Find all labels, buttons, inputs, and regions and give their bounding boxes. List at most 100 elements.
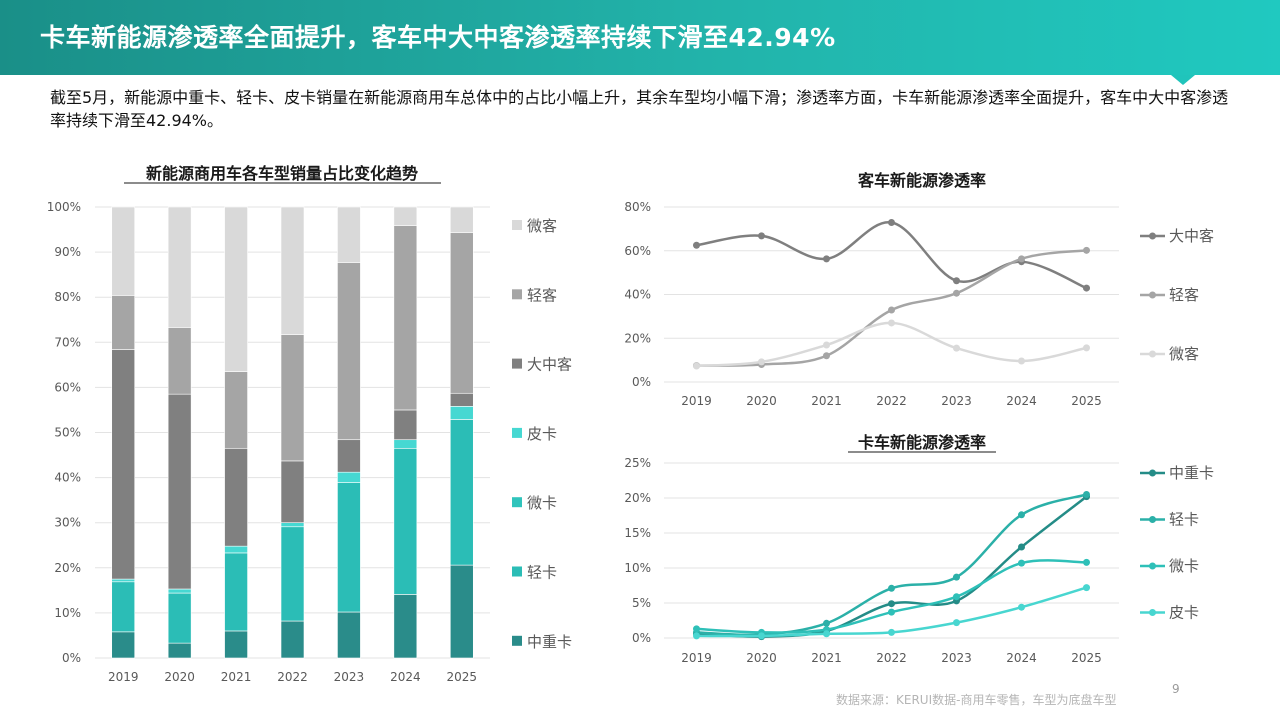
bar-segment [337,471,361,483]
bar-y-tick-label: 100% [47,200,81,214]
data-point [1083,284,1090,292]
stacked-bar-chart: 新能源商用车各车型销量占比变化趋势 0% 10% 20% 30% 40% 50% 60% 70%… [47,164,572,684]
bar-segment [449,419,474,566]
bar-segment [111,206,136,296]
data-point [693,241,700,249]
line-x-tick-label: 2024 [1006,651,1037,665]
bar-legend-label: 中重卡 [527,633,572,651]
data-point [888,219,895,227]
bar-segment [337,262,361,441]
line-y-tick-label: 25% [624,456,651,470]
data-point [1083,558,1090,566]
line-y-tick-label: 0% [632,631,651,645]
data-point [953,573,960,581]
bar-segment [449,206,474,234]
series-line [696,321,1087,368]
bar-segment [393,594,418,659]
line-x-tick-label: 2023 [941,651,972,665]
bar-legend-label: 微客 [527,217,557,235]
line-x-tick-label: 2024 [1006,394,1037,408]
line-y-tick-label: 0% [632,375,651,389]
bar-segment [337,611,361,659]
bar-segment [449,232,474,394]
data-point [1018,511,1025,519]
series-line [696,559,1087,634]
bar-segment [280,460,305,523]
bar-segment [393,225,418,411]
page-number: 9 [1172,682,1180,696]
bar-y-tick-label: 40% [54,471,81,485]
data-point [888,608,895,616]
data-point [953,344,960,352]
bar-legend-swatch [512,566,522,577]
line-y-tick-label: 20% [624,331,651,345]
bar-segment [280,334,305,462]
data-point [758,358,765,366]
bar-segment [111,295,136,350]
line-x-tick-label: 2020 [746,651,777,665]
bar-legend-label: 大中客 [527,356,572,374]
data-point [1083,344,1090,352]
data-point [888,319,895,327]
data-point [693,362,700,370]
bar-segment [111,578,136,583]
line-legend-label: 微卡 [1169,557,1199,575]
bar-segment [337,482,361,613]
bar-segment [224,552,248,632]
data-point [1083,246,1090,254]
title-bar-notch [1171,75,1195,85]
line-x-tick-label: 2025 [1071,651,1102,665]
bar-segment [167,393,192,590]
series-line [696,495,1088,638]
data-point [823,619,830,627]
bar-segment [224,630,248,659]
page-title: 卡车新能源渗透率全面提升，客车中大中客渗透率持续下滑至42.94% [40,23,836,52]
data-point [693,632,700,640]
bar-legend-swatch [512,358,522,369]
data-point [1018,255,1025,263]
line-legend-marker [1149,232,1156,240]
data-point [1018,543,1025,551]
bar-legend-swatch [512,220,522,230]
line-x-tick-label: 2022 [876,651,907,665]
bar-segment [111,631,136,659]
data-point [888,600,895,608]
line-x-tick-label: 2019 [681,394,712,408]
bar-segment [393,206,418,226]
bar-segment [393,409,418,441]
bar-x-tick-label: 2023 [334,670,365,684]
data-point [888,306,895,314]
bar-y-tick-label: 20% [54,561,81,575]
data-point [1018,603,1025,611]
line-y-tick-label: 20% [624,491,651,505]
bar-x-tick-label: 2020 [164,670,195,684]
bar-segment [224,447,248,547]
bar-segment [449,406,474,420]
bar-segment [224,371,248,449]
line-legend-label: 轻卡 [1169,511,1199,529]
bar-segment [280,522,305,528]
bar-legend-swatch [512,635,522,646]
bar-segment [449,392,474,407]
data-point [823,630,830,638]
bar-legend-swatch [512,497,522,508]
data-point [953,619,960,627]
line-x-tick-label: 2022 [876,394,907,408]
line-x-tick-label: 2021 [811,394,842,408]
line-chart-title: 卡车新能源渗透率 [858,433,986,452]
line-y-tick-label: 80% [624,200,651,214]
bar-segment [393,439,418,449]
bar-x-tick-label: 2021 [221,670,252,684]
bar-legend-label: 皮卡 [527,425,557,443]
data-point [1018,357,1025,365]
bar-y-tick-label: 30% [54,516,81,530]
line-x-tick-label: 2021 [811,651,842,665]
bar-segment [224,206,248,372]
bar-segment [224,545,248,554]
bar-segment [337,439,361,473]
bar-segment [393,447,418,595]
bar-x-tick-label: 2025 [447,670,478,684]
bar-segment [449,564,474,659]
series-line [696,221,1087,290]
